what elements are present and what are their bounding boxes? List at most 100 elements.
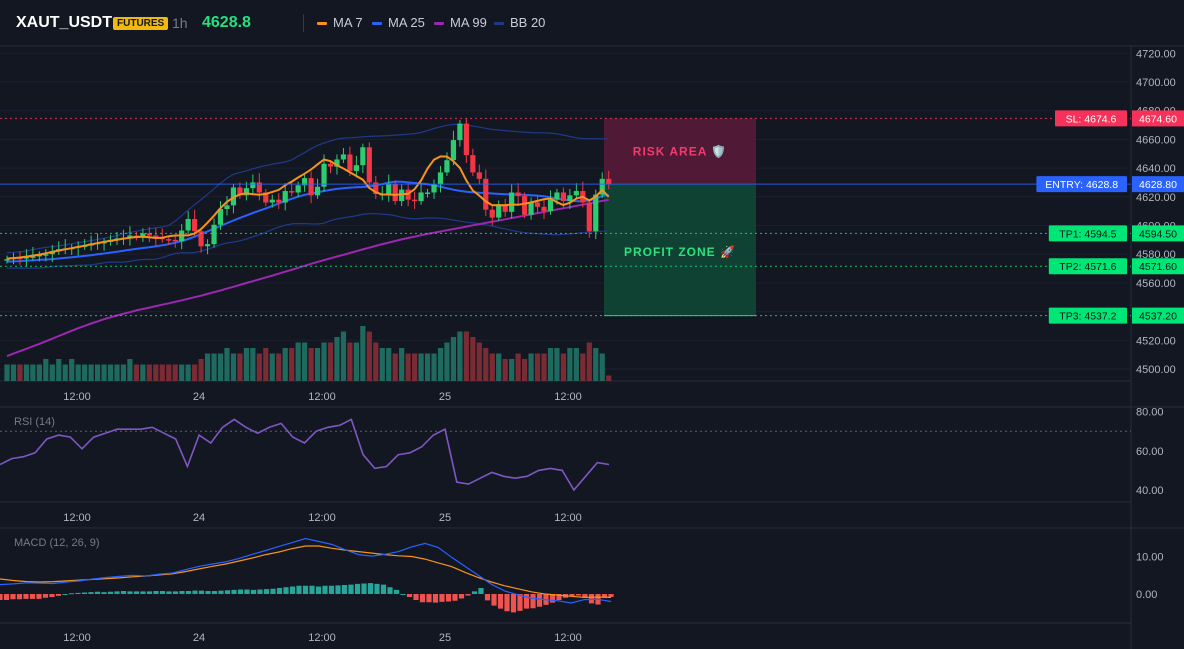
volume-bar	[528, 353, 534, 381]
volume-bar	[101, 364, 107, 381]
futures-badge: FUTURES	[113, 17, 169, 30]
macd-histogram-bar	[146, 591, 153, 594]
volume-bar	[418, 353, 424, 381]
volume-bar	[567, 348, 573, 381]
volume-bar	[153, 364, 159, 381]
volume-bar	[573, 348, 579, 381]
candle-body	[353, 165, 359, 171]
legend-ma99[interactable]: MA 99	[434, 15, 487, 30]
macd-histogram-bar	[133, 591, 140, 594]
volume-bar	[107, 364, 114, 381]
volume-bar	[198, 359, 204, 381]
volume-bar	[289, 348, 295, 381]
sl-axis-tag-text: 4674.60	[1139, 113, 1177, 125]
volume-bar	[405, 353, 411, 381]
macd-histogram-bar	[497, 594, 504, 609]
time-tick-label: 25	[439, 632, 451, 644]
candle-body	[334, 159, 340, 167]
macd-histogram-bar	[354, 583, 361, 594]
volume-bar	[120, 364, 127, 381]
candle-body	[573, 191, 579, 196]
bb-lower-line	[6, 212, 609, 269]
volume-bar	[94, 364, 101, 381]
legend-ma25-label: MA 25	[388, 15, 425, 30]
candle-body	[127, 235, 133, 238]
macd-histogram-bar	[549, 594, 556, 603]
candle-body	[269, 199, 275, 203]
tp-axis-tag-text: 4571.60	[1139, 261, 1177, 273]
volume-bar	[496, 353, 502, 381]
timeframe-label[interactable]: 1h	[172, 15, 188, 31]
candle-body	[431, 184, 437, 193]
volume-bar	[321, 342, 327, 381]
volume-bar	[334, 337, 340, 381]
symbol-name[interactable]: XAUT_USDT	[16, 14, 113, 31]
volume-bar	[580, 353, 586, 381]
macd-histogram-bar	[218, 590, 224, 594]
volume-bar	[606, 375, 612, 381]
macd-histogram-bar	[478, 588, 484, 594]
candle-body	[366, 147, 372, 183]
macd-histogram-bar	[250, 589, 257, 594]
volume-bar	[586, 342, 592, 381]
tp-axis-tag-text: 4537.20	[1139, 311, 1177, 323]
candle-body	[198, 231, 204, 247]
price-tick-label: 4700.00	[1136, 77, 1176, 89]
macd-histogram-bar	[23, 594, 29, 599]
top-toolbar: XAUT_USDT FUTURES 1h 4628.8 MA 7 MA 25 M…	[0, 0, 1184, 46]
candle-body	[547, 199, 554, 212]
time-tick-label: 25	[439, 391, 451, 403]
volume-bar	[399, 348, 405, 381]
price-tick-label: 4620.00	[1136, 192, 1176, 204]
volume-bar	[547, 348, 554, 381]
price-tick-label: 4520.00	[1136, 335, 1176, 347]
ma99-swatch	[434, 22, 444, 26]
macd-histogram-bar	[341, 585, 348, 594]
macd-histogram-bar	[322, 585, 328, 594]
tp-level-tag	[1048, 225, 1127, 242]
macd-histogram-bar	[257, 589, 263, 594]
legend-bb20[interactable]: BB 20	[494, 15, 545, 30]
volume-bar	[412, 353, 418, 381]
macd-histogram-bar	[608, 594, 614, 597]
macd-histogram-bar	[16, 594, 23, 600]
volume-bar	[483, 348, 489, 381]
candle-body	[534, 202, 541, 207]
macd-histogram-bar	[36, 594, 42, 599]
macd-histogram-bar	[504, 594, 510, 612]
ma25-swatch	[372, 22, 382, 26]
candle-body	[515, 192, 521, 197]
tp-level-tag	[1048, 258, 1127, 275]
candle-body	[412, 199, 418, 202]
macd-histogram-bar	[185, 591, 192, 594]
legend-ma25[interactable]: MA 25	[372, 15, 425, 30]
candle-body	[256, 182, 262, 193]
candle-body	[172, 239, 178, 242]
volume-bar	[593, 348, 599, 381]
macd-histogram-bar	[426, 594, 432, 603]
volume-bar	[386, 348, 392, 381]
volume-bar	[114, 364, 120, 381]
rsi-tick-label: 60.00	[1136, 446, 1164, 458]
legend-ma7[interactable]: MA 7	[317, 15, 363, 30]
volume-bar	[133, 364, 139, 381]
volume-bar	[509, 359, 515, 381]
candle-body	[276, 199, 282, 203]
price-tick-label: 4500.00	[1136, 364, 1176, 376]
candle-body	[489, 209, 495, 218]
volume-bar	[159, 364, 165, 381]
candle-body	[204, 244, 211, 247]
price-tick-label: 4720.00	[1136, 48, 1176, 60]
macd-histogram-bar	[439, 594, 445, 602]
candle-body	[314, 186, 321, 196]
macd-histogram-bar	[88, 592, 94, 594]
macd-histogram-bar	[289, 586, 296, 594]
candle-body	[399, 189, 405, 202]
volume-bar	[457, 331, 463, 381]
tp-level-tag-text: TP3: 4537.2	[1059, 311, 1116, 323]
entry-axis-tag-text: 4628.80	[1139, 179, 1177, 191]
candle-body	[606, 178, 612, 185]
candle-body	[211, 224, 217, 245]
volume-bar	[340, 331, 347, 381]
